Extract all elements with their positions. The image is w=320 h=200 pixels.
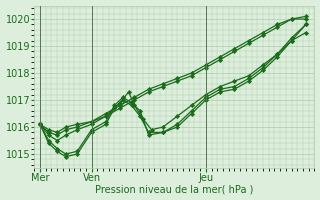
X-axis label: Pression niveau de la mer( hPa ): Pression niveau de la mer( hPa ) [95,184,253,194]
